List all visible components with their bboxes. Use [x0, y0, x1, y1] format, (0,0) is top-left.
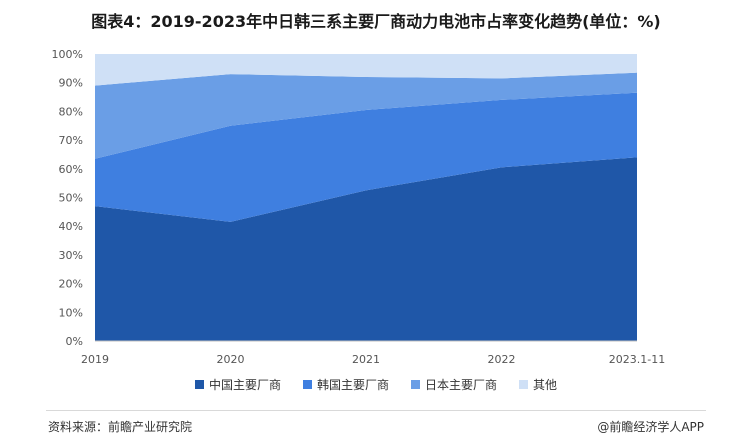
area-korea [95, 92, 637, 222]
source-note: 资料来源：前瞻产业研究院 [48, 420, 193, 434]
legend-item-other: 其他 [519, 376, 557, 393]
area-japan [95, 72, 637, 159]
legend-label-other: 其他 [533, 378, 558, 392]
x-tick-label: 2023.1-11 [609, 353, 665, 366]
y-tick-label: 10% [59, 306, 83, 319]
legend-label-china: 中国主要厂商 [208, 378, 281, 392]
chart-title: 图表4：2019-2023年中日韩三系主要厂商动力电池市占率变化趋势(单位：%) [91, 12, 661, 31]
legend-swatch-china [194, 380, 204, 389]
y-tick-label: 60% [59, 163, 83, 176]
x-tick-label: 2020 [217, 353, 245, 366]
legend: 中国主要厂商 韩国主要厂商 日本主要厂商 其他 [0, 376, 752, 393]
y-tick-label: 30% [59, 249, 83, 262]
brand-note: @前瞻经济学人APP [597, 420, 704, 434]
y-tick-label: 80% [59, 105, 83, 118]
y-tick-label: 70% [59, 134, 83, 147]
y-tick-label: 20% [59, 278, 83, 291]
legend-label-korea: 韩国主要厂商 [316, 378, 389, 392]
legend-item-korea: 韩国主要厂商 [302, 376, 389, 393]
y-tick-label: 0% [66, 335, 83, 348]
x-tick-label: 2021 [352, 353, 380, 366]
legend-label-japan: 日本主要厂商 [425, 378, 498, 392]
y-tick-label: 50% [59, 192, 83, 205]
legend-item-china: 中国主要厂商 [194, 376, 281, 393]
y-tick-label: 90% [59, 77, 83, 90]
legend-swatch-japan [411, 380, 420, 389]
legend-swatch-other [519, 380, 529, 389]
y-tick-label: 100% [52, 48, 83, 61]
x-tick-label: 2022 [488, 353, 516, 366]
legend-swatch-korea [302, 380, 312, 389]
y-tick-label: 40% [59, 220, 83, 233]
x-tick-label: 2019 [81, 353, 109, 366]
footer-divider [46, 410, 706, 411]
legend-item-japan: 日本主要厂商 [411, 376, 497, 393]
area-china [95, 157, 637, 341]
area-other [95, 54, 637, 86]
